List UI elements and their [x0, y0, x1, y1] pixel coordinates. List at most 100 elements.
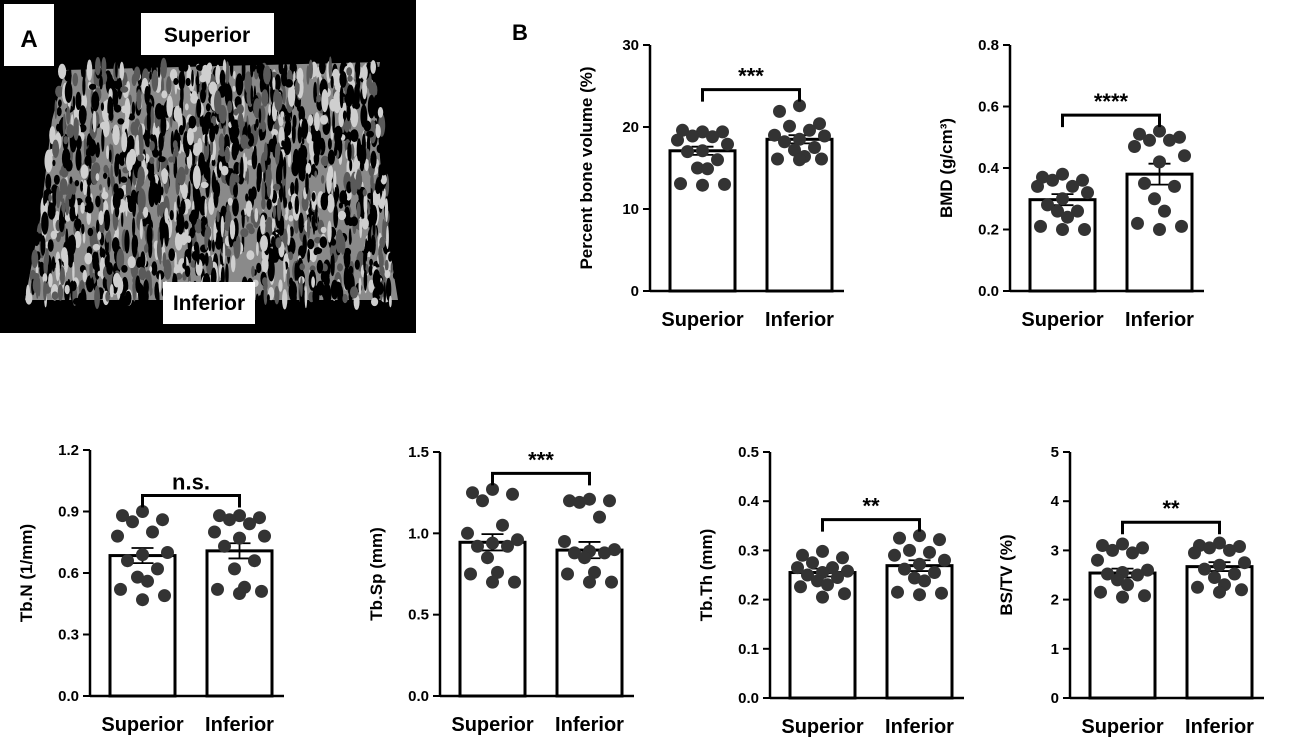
data-point-inferior [608, 543, 621, 557]
bone-speck [346, 105, 351, 122]
bone-speck [144, 244, 149, 253]
bone-speck [128, 113, 135, 121]
bone-speck [316, 259, 324, 274]
bone-speck [99, 246, 103, 254]
bone-speck [59, 169, 64, 176]
bone-speck [311, 192, 316, 202]
bone-speck [261, 198, 266, 210]
bone-speck [332, 111, 335, 134]
bone-speck [369, 120, 377, 144]
bone-speck [194, 218, 203, 234]
data-point-superior [696, 178, 709, 192]
data-point-inferior [928, 566, 941, 579]
bone-speck [340, 193, 344, 204]
bone-speck [201, 81, 207, 92]
bone-speck [339, 86, 344, 109]
bone-speck [57, 284, 64, 301]
bone-speck [210, 192, 213, 204]
bone-speck [271, 218, 275, 234]
bone-speck [314, 112, 320, 132]
bone-speck [363, 191, 368, 215]
bone-speck [110, 164, 113, 188]
y-tick-label: 4 [1051, 493, 1060, 510]
data-point-inferior [208, 525, 221, 539]
bone-speck [220, 165, 229, 176]
bone-speck [248, 227, 255, 235]
bone-speck [353, 157, 358, 175]
data-point-superior [1136, 541, 1149, 555]
bone-speck [261, 89, 269, 107]
data-point-superior [136, 548, 149, 562]
bone-speck [191, 250, 200, 261]
y-tick-label: 2 [1051, 592, 1059, 609]
bone-speck [205, 103, 211, 112]
bone-speck [321, 175, 325, 184]
bone-speck [222, 242, 226, 265]
bone-speck [274, 92, 283, 112]
bone-speck [338, 109, 345, 128]
bone-speck [348, 86, 352, 102]
bone-speck [45, 173, 52, 191]
bone-speck [320, 226, 327, 234]
bone-speck [218, 133, 225, 152]
bone-speck [314, 170, 318, 178]
bone-speck [250, 56, 254, 78]
bone-speck [233, 137, 240, 156]
data-point-inferior [1138, 176, 1151, 190]
bone-speck [358, 277, 362, 295]
bone-speck [284, 113, 291, 123]
y-tick-label: 1.5 [408, 444, 429, 461]
bone-speck [196, 98, 202, 118]
bone-speck [366, 130, 374, 138]
bone-speck [59, 266, 65, 286]
bone-speck [233, 184, 238, 198]
bone-speck [47, 239, 54, 252]
data-point-superior [696, 125, 709, 139]
bone-speck [298, 212, 304, 234]
data-point-superior [816, 590, 829, 604]
data-point-inferior [1158, 204, 1171, 218]
bone-speck [262, 158, 266, 174]
bone-speck [272, 77, 276, 90]
y-tick-label: 0 [631, 283, 639, 300]
bone-speck [275, 237, 282, 249]
bone-speck [158, 148, 162, 159]
bone-speck [366, 77, 373, 89]
bone-speck [268, 256, 276, 264]
bone-speck [320, 270, 326, 283]
bone-speck [335, 229, 344, 254]
bone-speck [302, 234, 307, 255]
bone-speck [323, 283, 329, 306]
bone-speck [43, 280, 47, 302]
bone-speck [95, 173, 100, 182]
data-point-inferior [223, 513, 236, 527]
data-point-superior [796, 548, 809, 562]
data-point-superior [141, 574, 154, 588]
bone-speck [272, 183, 281, 191]
trabecular-bone-texture [25, 56, 398, 311]
bone-speck [119, 61, 125, 81]
bone-speck [263, 142, 268, 162]
bone-speck [250, 209, 254, 224]
bone-speck [261, 257, 269, 274]
bone-speck [146, 110, 151, 134]
bone-speck [58, 63, 67, 79]
bone-speck [191, 69, 194, 87]
significance-label: **** [1094, 89, 1129, 114]
bone-speck [98, 184, 103, 191]
bone-speck [380, 174, 387, 185]
bone-speck [376, 144, 383, 154]
bone-speck [358, 144, 367, 166]
bone-speck [316, 280, 325, 296]
data-point-superior [158, 589, 171, 603]
bone-speck [379, 265, 385, 276]
bone-speck [370, 188, 374, 212]
y-tick-label: 0.3 [58, 627, 79, 644]
bone-speck [211, 171, 217, 193]
bone-speck [256, 262, 262, 274]
bone-speck [124, 290, 132, 306]
data-point-inferior [1173, 130, 1186, 144]
bone-speck [184, 103, 189, 111]
bone-speck [338, 202, 343, 209]
bone-speck [368, 265, 374, 276]
